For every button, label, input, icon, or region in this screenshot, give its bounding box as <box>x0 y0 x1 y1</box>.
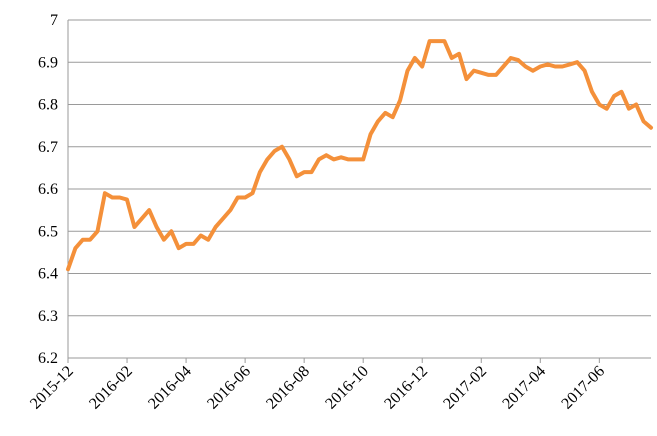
x-tick-label: 2017-04 <box>499 363 549 413</box>
y-tick-label: 6.9 <box>38 54 58 71</box>
x-tick-label: 2017-02 <box>440 363 490 413</box>
x-tick-label: 2016-10 <box>322 363 372 413</box>
y-tick-label: 7 <box>50 12 58 29</box>
x-tick-label: 2016-08 <box>263 363 313 413</box>
x-tick-label: 2016-04 <box>145 363 195 413</box>
x-tick-label: 2016-02 <box>86 363 136 413</box>
y-tick-label: 6.6 <box>38 181 58 198</box>
series-line <box>66 39 653 272</box>
y-tick-label: 6.4 <box>38 266 58 283</box>
x-tick-label: 2017-06 <box>558 363 608 413</box>
y-tick-label: 6.5 <box>38 223 58 240</box>
y-tick-label: 6.2 <box>38 350 58 367</box>
y-tick-label: 6.8 <box>38 97 58 114</box>
y-tick-label: 6.7 <box>38 139 58 156</box>
y-tick-label: 6.3 <box>38 308 58 325</box>
x-tick-label: 2016-12 <box>381 363 431 413</box>
x-tick-label: 2015-12 <box>27 363 77 413</box>
x-tick-label: 2016-06 <box>204 363 254 413</box>
